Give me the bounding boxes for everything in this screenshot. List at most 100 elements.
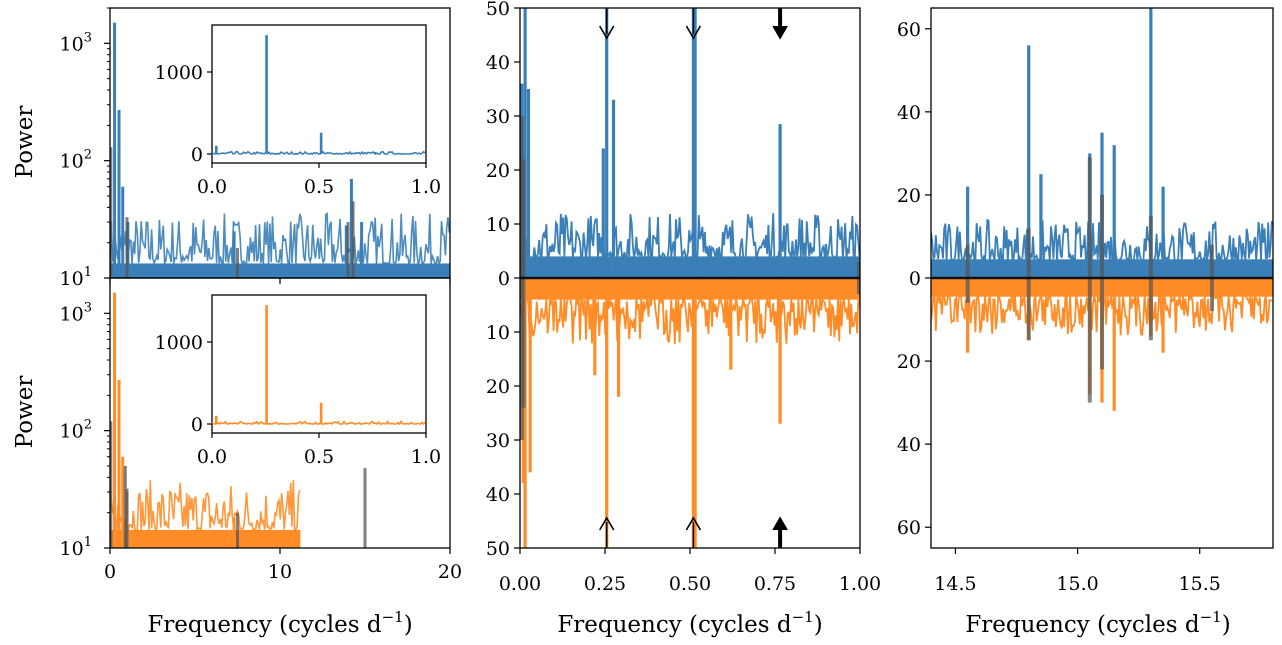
y-tick-label: 40 [486, 484, 510, 506]
inset-y-tick-label: 1000 [155, 62, 203, 84]
x-tick-label: 0.75 [754, 573, 796, 595]
inset-noise [211, 150, 426, 156]
y-tick-label: 20 [486, 376, 510, 398]
inset: 0 1000 0.0 0.5 1.0 [155, 294, 441, 468]
y-tick-label: 50 [486, 538, 510, 560]
y-tick-label: 20 [486, 160, 510, 182]
y-tick-base: 10 [60, 303, 84, 325]
xlabel-text: Frequency (cycles d [557, 612, 792, 638]
y-tick-exponent: 1 [84, 265, 92, 280]
plot-area [520, 8, 860, 548]
inset-noise [211, 420, 426, 426]
inset-x-tick-label: 0.5 [304, 446, 334, 468]
noise-line [110, 212, 450, 266]
middle-panel: 0 10 20 30 40 50 10 20 30 40 50 0.00 0.25 0.50 0.75 1.0… [486, 0, 881, 595]
x-axis-label-left: Frequency (cycles d−1) [147, 608, 412, 638]
y-tick-label: 20 [897, 351, 921, 373]
xlabel-text: Frequency (cycles d [147, 612, 382, 638]
x-tick-label: 0.25 [584, 573, 626, 595]
inset-x-tick-label: 1.0 [411, 446, 441, 468]
y-tick-label: 0 [909, 268, 921, 290]
y-tick-label: 10 [486, 322, 510, 344]
top-noise-line [520, 212, 860, 262]
inset: 0 1000 0.0 0.5 1.0 [155, 24, 441, 198]
x-tick-label: 14.5 [934, 573, 976, 595]
bottom-noise-line [520, 294, 860, 345]
top-noise-fill [520, 256, 860, 278]
top-series [520, 8, 860, 278]
x-tick-label: 15.0 [1056, 573, 1098, 595]
arrow-up-head [685, 516, 702, 531]
series-gray [110, 147, 355, 278]
inset-x-tick-label: 1.0 [411, 176, 441, 198]
y-tick-exponent: 2 [84, 418, 92, 433]
xlabel-superscript: −1 [1200, 608, 1222, 626]
right-panel: 0 20 40 60 20 40 60 14.5 15.0 15.5 [897, 7, 1274, 595]
x-axis-label-right: Frequency (cycles d−1) [965, 608, 1230, 638]
y-tick-label: 103 [60, 300, 92, 325]
y-tick-label: 102 [60, 418, 92, 443]
noise-line [110, 480, 301, 533]
x-tick-label: 1.00 [839, 573, 881, 595]
y-tick-label: 60 [897, 19, 921, 41]
x-tick-label: 10 [268, 561, 292, 583]
y-tick-label: 40 [897, 102, 921, 124]
y-tick-label: 60 [897, 517, 921, 539]
y-tick-label: 103 [60, 30, 92, 55]
series-gray [110, 421, 367, 548]
inset-x-tick-label: 0.0 [197, 176, 227, 198]
y-tick-label: 102 [60, 148, 92, 173]
noise-fill [110, 263, 450, 278]
y-tick-base: 10 [60, 33, 84, 55]
y-tick-base: 10 [60, 268, 84, 290]
y-tick-label: 101 [60, 535, 92, 560]
noise-fill [110, 529, 301, 548]
y-tick-exponent: 1 [84, 535, 92, 550]
inset-y-tick-label: 0 [191, 414, 203, 436]
gray-series [520, 116, 860, 440]
xlabel-superscript: −1 [792, 608, 814, 626]
x-axis-label-middle: Frequency (cycles d−1) [557, 608, 822, 638]
x-tick-label: 0.00 [499, 573, 541, 595]
y-axis-label-bottom: Power [12, 376, 38, 449]
y-tick-label: 101 [60, 265, 92, 290]
inset-y-tick-label: 1000 [155, 332, 203, 354]
y-tick-label: 40 [486, 52, 510, 74]
xlabel-text: Frequency (cycles d [965, 612, 1200, 638]
arrow-down-head [599, 25, 615, 40]
arrow-down-head [685, 25, 702, 40]
inset-y-tick-label: 0 [191, 144, 203, 166]
x-tick-label: 15.5 [1179, 573, 1221, 595]
y-tick-exponent: 3 [84, 30, 92, 45]
y-tick-base: 10 [60, 538, 84, 560]
y-tick-base: 10 [60, 151, 84, 173]
y-tick-label: 40 [897, 434, 921, 456]
plot-area [931, 8, 1273, 411]
y-tick-exponent: 3 [84, 300, 92, 315]
xlabel-close: ) [404, 612, 413, 638]
y-tick-label: 30 [486, 106, 510, 128]
xlabel-close: ) [814, 612, 823, 638]
bottom-noise-fill [520, 278, 860, 300]
inset-x-tick-label: 0.0 [197, 446, 227, 468]
xlabel-superscript: −1 [382, 608, 404, 626]
y-tick-label: 30 [486, 430, 510, 452]
y-tick-label: 10 [486, 214, 510, 236]
plot-area [110, 292, 367, 548]
y-tick-label: 0 [498, 268, 510, 290]
arrow-down-head [772, 25, 788, 40]
x-tick-label: 20 [438, 561, 462, 583]
y-tick-base: 10 [60, 421, 84, 443]
inset-frame [211, 294, 427, 434]
y-tick-label: 50 [486, 0, 510, 20]
x-tick-label: 0.50 [669, 573, 711, 595]
plot-area [110, 22, 450, 278]
xlabel-close: ) [1222, 612, 1231, 638]
series-blue [110, 22, 450, 278]
inset-x-tick-label: 0.5 [304, 176, 334, 198]
x-tick-label: 0 [104, 561, 116, 583]
y-axis-label-top: Power [12, 106, 38, 179]
